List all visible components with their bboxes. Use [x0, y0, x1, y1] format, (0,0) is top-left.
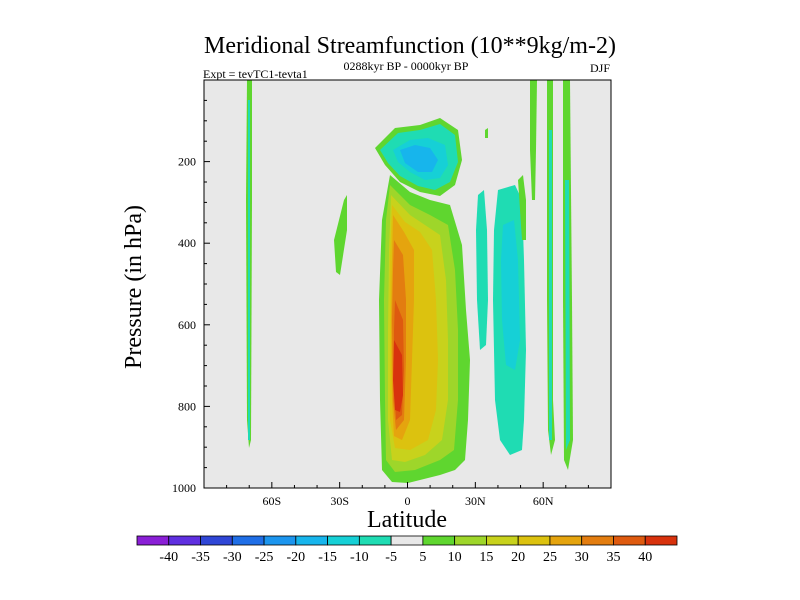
contour-streak-30s-green: [334, 195, 347, 275]
colorbar-label: -30: [223, 550, 242, 565]
y-tick-label: 600: [178, 318, 196, 332]
colorbar-swatch: [549, 535, 583, 546]
plot-area: [203, 79, 612, 489]
x-axis-label: Latitude: [367, 507, 447, 533]
colorbar-label: 5: [419, 550, 426, 565]
colorbar-label: -10: [350, 550, 369, 565]
colorbar-swatch: [263, 535, 297, 546]
colorbar-label: -40: [159, 550, 178, 565]
contour-streak-60s-teal: [248, 100, 250, 440]
colorbar-label: -5: [385, 550, 397, 565]
colorbar-label: 35: [606, 550, 620, 565]
colorbar-swatch: [200, 535, 233, 546]
colorbar-swatch: [231, 535, 265, 546]
colorbar-label: 20: [511, 550, 525, 565]
colorbar-swatch: [168, 535, 201, 546]
x-tick-label: 30S: [330, 494, 349, 508]
colorbar-swatch: [581, 535, 614, 546]
colorbar-label: 30: [575, 550, 589, 565]
colorbar-label: 40: [638, 550, 652, 565]
contour-nh-green-edge: [518, 175, 526, 240]
colorbar-swatch: [327, 535, 360, 546]
colorbar-swatch: [358, 535, 392, 546]
y-tick-label: 800: [178, 399, 196, 413]
colorbar: -40 -35 -30 -25 -20 -15 -10 -5 5 10 15 20 25 30 35 40: [136, 535, 678, 565]
colorbar-swatch: [136, 535, 170, 546]
contour-streak-63n-teal: [549, 130, 552, 440]
y-axis: 200 400 600 800 1000: [172, 99, 210, 495]
subtitle-center: 0288kyr BP - 0000kyr BP: [344, 59, 469, 73]
colorbar-label: 15: [479, 550, 493, 565]
x-tick-label: 60S: [262, 494, 281, 508]
colorbar-label: 10: [448, 550, 462, 565]
x-tick-label: 60N: [533, 494, 554, 508]
contour-positive-40: [393, 340, 403, 412]
colorbar-swatch: [390, 535, 424, 546]
colorbar-label: -20: [286, 550, 305, 565]
colorbar-swatch: [486, 535, 519, 546]
subtitle-left: Expt = tevTC1-tevta1: [203, 67, 308, 81]
colorbar-label: -25: [255, 550, 274, 565]
colorbar-swatch: [517, 535, 551, 546]
colorbar-swatch: [422, 535, 456, 546]
contour-streak-55n-top: [530, 80, 537, 200]
colorbar-label: -35: [191, 550, 210, 565]
x-axis: 60S 30S 0 30N 60N: [226, 482, 589, 508]
y-tick-label: 200: [178, 155, 196, 169]
colorbar-label: -15: [318, 550, 337, 565]
colorbar-label: 25: [543, 550, 557, 565]
y-tick-label: 400: [178, 236, 196, 250]
chart-title: Meridional Streamfunction (10**9kg/m-2): [204, 33, 616, 59]
contour-negative-nh-10: [501, 220, 520, 370]
contour-negative-15: [400, 145, 438, 172]
subtitle-right: DJF: [590, 61, 610, 75]
x-tick-label: 30N: [465, 494, 486, 508]
x-tick-label: 0: [405, 494, 411, 508]
y-axis-label: Pressure (in hPa): [121, 205, 147, 369]
colorbar-swatch: [613, 535, 646, 546]
colorbar-swatch: [454, 535, 487, 546]
contour-streak-70n-teal: [565, 180, 570, 450]
colorbar-swatch: [644, 535, 678, 546]
contour-negative-small-strip: [476, 190, 488, 350]
y-tick-label: 1000: [172, 481, 196, 495]
contour-speck-green: [485, 128, 488, 138]
colorbar-swatch: [295, 535, 328, 546]
